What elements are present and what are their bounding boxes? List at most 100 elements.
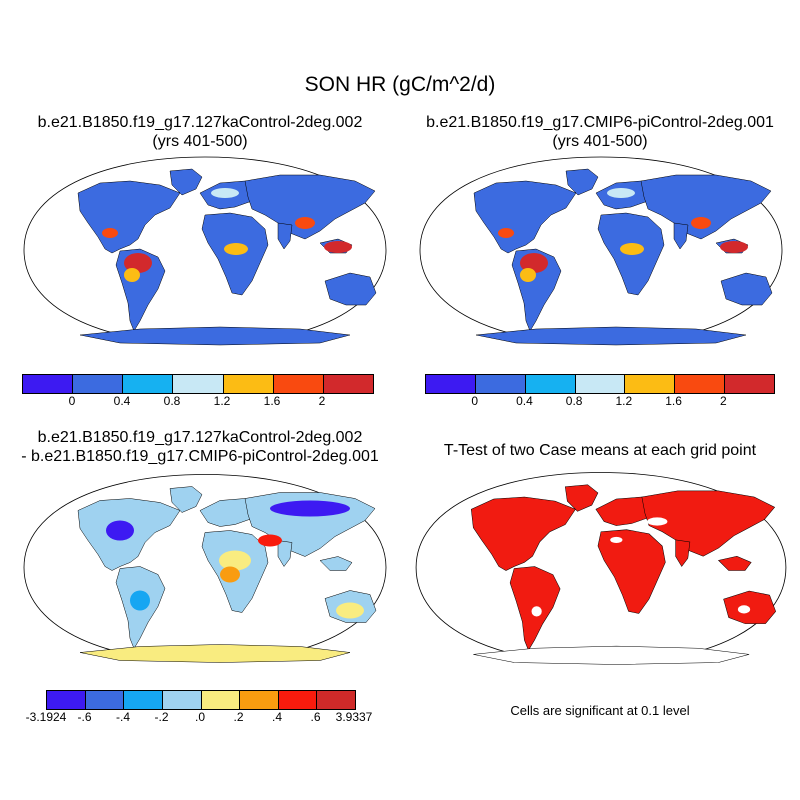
diff-north-america-negative — [106, 520, 134, 541]
significance-note: Cells are significant at 0.1 level — [510, 703, 690, 718]
hotspot-congo — [620, 243, 644, 255]
colorbar-tick-label: 1.2 — [615, 394, 633, 408]
colorbar-tick-label: 0.4 — [516, 394, 533, 408]
colorbar-swatch — [240, 691, 279, 709]
continent-india — [675, 539, 691, 567]
continent-greenland — [169, 168, 203, 196]
colorbar-swatch — [124, 691, 163, 709]
continent-india — [277, 540, 293, 567]
diff-africa-positive — [219, 550, 251, 571]
colorbar-swatch — [123, 375, 174, 393]
continent-greenland — [169, 486, 203, 513]
diff-arabia-positive — [258, 534, 282, 547]
hotspot-brazil — [520, 268, 536, 282]
colorbar-tick-label: -.2 — [154, 710, 169, 724]
colorbar-swatch — [323, 375, 373, 393]
colorbar-diff — [46, 690, 356, 710]
hotspot-amazon — [520, 253, 548, 273]
hotspot-central-america — [498, 228, 514, 238]
colorbar-swatch — [73, 375, 124, 393]
nonsignificant-patch — [531, 606, 542, 617]
colorbar-tick-label: 2 — [719, 394, 727, 408]
colorbar-swatch — [475, 375, 526, 393]
continent-asia — [641, 490, 776, 557]
hotspot-europe — [607, 188, 635, 198]
hotspot-se-asia — [691, 217, 711, 229]
continent-greenland — [565, 168, 599, 196]
hotspot-brazil — [124, 268, 140, 282]
continent-northAmerica — [470, 496, 576, 571]
panel-4-title-line1: T-Test of two Case means at each grid po… — [443, 442, 757, 459]
colorbar-top-right-labels: 0 0.4 0.8 1.2 1.6 2 — [425, 394, 773, 410]
map-panel-1 — [23, 156, 387, 346]
hotspot-europe — [211, 188, 239, 198]
continent-antarctica — [475, 326, 747, 346]
colorbar-tick-label: 2 — [318, 394, 326, 408]
hotspot-indonesia — [324, 241, 352, 253]
panel-4-title: T-Test of two Case means at each grid po… — [400, 441, 800, 460]
colorbar-swatch — [278, 691, 318, 709]
hotspot-amazon — [124, 253, 152, 273]
colorbar-diff-labels: -3.1924 -.6 -.4 -.2 .0 .2 .4 .6 3.9337 — [26, 710, 373, 726]
colorbar-swatch — [47, 691, 86, 709]
main-title: SON HR (gC/m^2/d) — [304, 73, 496, 96]
colorbar-swatch — [23, 375, 74, 393]
nonsignificant-patch — [610, 536, 623, 543]
colorbar-tick-label: .2 — [233, 710, 244, 724]
continent-india — [673, 222, 689, 250]
colorbar-top-right — [425, 374, 775, 394]
continent-asia — [244, 174, 376, 240]
diff-siberia-negative — [270, 500, 350, 517]
panel-1-title-line2: (yrs 401-500) — [152, 133, 248, 150]
colorbar-swatch — [85, 691, 125, 709]
colorbar-tick-label: -3.1924 — [25, 710, 67, 724]
panel-3-title-line2: - b.e21.B1850.f19_g17.CMIP6-piControl-2d… — [21, 448, 379, 465]
panel-3-title: b.e21.B1850.f19_g17.127kaControl-2deg.00… — [0, 428, 400, 466]
hotspot-central-america — [102, 228, 118, 238]
colorbar-tick-label: 1.6 — [263, 394, 281, 408]
colorbar-swatch — [273, 375, 324, 393]
continent-asia — [640, 174, 772, 240]
colorbar-tick-label: 0.4 — [113, 394, 131, 408]
colorbar-swatch — [223, 375, 274, 393]
panel-1-title-line1: b.e21.B1850.f19_g17.127kaControl-2deg.00… — [37, 114, 363, 131]
colorbar-tick-label: -.6 — [77, 710, 92, 724]
continent-antarctica — [473, 645, 750, 665]
colorbar-tick-label: 0 — [471, 394, 479, 408]
panel-2-title: b.e21.B1850.f19_g17.CMIP6-piControl-2deg… — [400, 113, 800, 151]
colorbar-tick-label: 0.8 — [163, 394, 181, 408]
colorbar-swatch — [725, 375, 775, 393]
map-panel-2 — [419, 156, 783, 346]
continent-australia — [324, 272, 377, 306]
continent-australia — [723, 590, 776, 624]
nonsignificant-patch — [646, 517, 668, 526]
continent-antarctica — [79, 326, 351, 346]
colorbar-swatch — [675, 375, 726, 393]
map-panel-3 — [23, 474, 387, 663]
panel-3-title-line1: b.e21.B1850.f19_g17.127kaControl-2deg.00… — [37, 429, 363, 446]
colorbar-swatch — [317, 691, 355, 709]
colorbar-swatch — [426, 375, 476, 393]
diff-africa-strong — [220, 566, 240, 583]
colorbar-swatch — [162, 691, 202, 709]
map-panel-4 — [415, 472, 787, 665]
colorbar-tick-label: 1.2 — [213, 394, 231, 408]
diff-australia-positive — [336, 602, 364, 619]
continent-seasia — [319, 556, 353, 571]
continent-greenland — [564, 484, 599, 512]
colorbar-swatch — [173, 375, 224, 393]
hotspot-se-asia — [295, 217, 315, 229]
colorbar-tick-label: .0 — [194, 710, 206, 724]
continent-india — [277, 222, 293, 250]
nonsignificant-patch — [737, 605, 751, 614]
hotspot-indonesia — [720, 241, 748, 253]
panel-2-title-line2: (yrs 401-500) — [552, 133, 648, 150]
colorbar-tick-label: .6 — [310, 710, 321, 724]
colorbar-top-left-labels: 0 0.4 0.8 1.2 1.6 2 — [22, 394, 372, 410]
continent-australia — [720, 272, 773, 306]
colorbar-swatch — [575, 375, 626, 393]
colorbar-tick-label: 1.6 — [665, 394, 682, 408]
colorbar-swatch — [625, 375, 676, 393]
colorbar-tick-label: .4 — [271, 710, 283, 724]
colorbar-top-left — [22, 374, 374, 394]
